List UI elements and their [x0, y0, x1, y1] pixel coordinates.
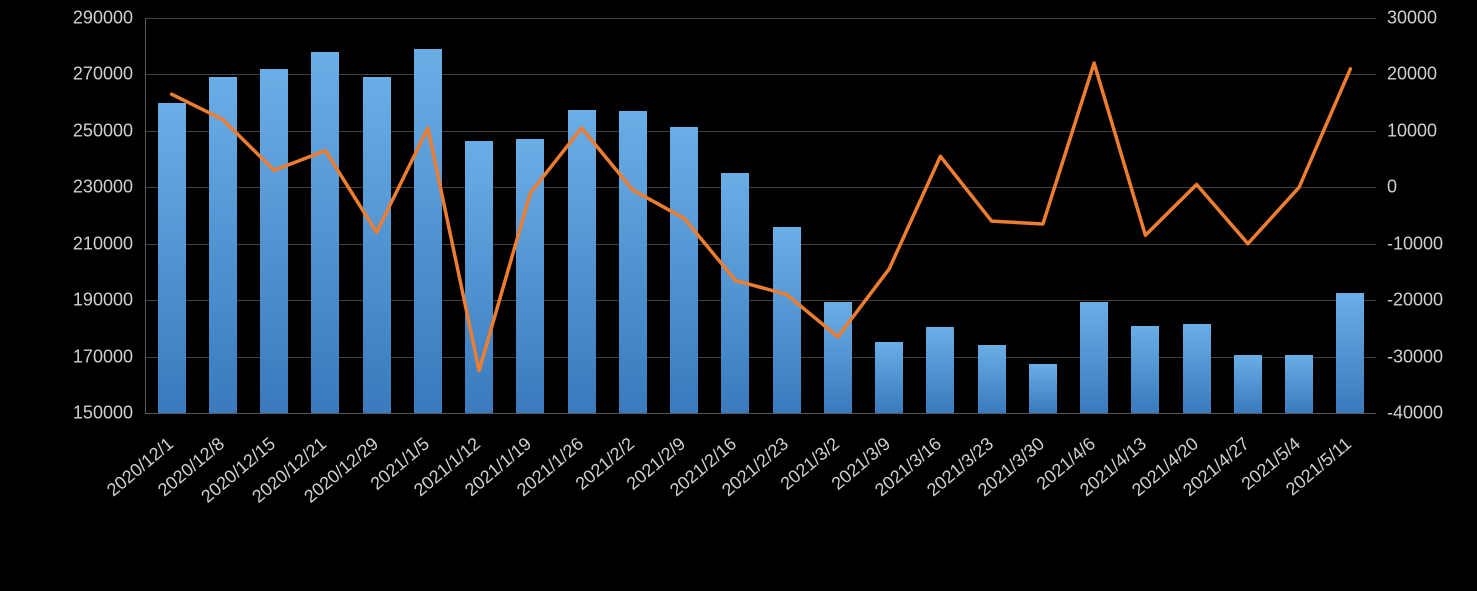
y-left-tick: 190000	[0, 290, 133, 311]
y-left-tick: 250000	[0, 120, 133, 141]
y-left-tick: 290000	[0, 8, 133, 29]
y-left-tick: 150000	[0, 403, 133, 424]
y-right-tick: 30000	[1387, 8, 1437, 29]
y-left-tick: 230000	[0, 177, 133, 198]
y-right-tick: -20000	[1387, 290, 1443, 311]
y-left-tick: 170000	[0, 346, 133, 367]
y-right-tick: -10000	[1387, 233, 1443, 254]
y-right-tick: 10000	[1387, 120, 1437, 141]
combo-chart: 150000 170000 190000 210000 230000 250000 2700…	[0, 0, 1477, 591]
y-right-tick: -40000	[1387, 403, 1443, 424]
y-right-tick: 20000	[1387, 64, 1437, 85]
y-right-tick: -30000	[1387, 346, 1443, 367]
y-left-tick: 210000	[0, 233, 133, 254]
y-right-tick: 0	[1387, 177, 1397, 198]
y-left-tick: 270000	[0, 64, 133, 85]
line-series	[146, 18, 1376, 413]
plot-area	[145, 18, 1376, 414]
